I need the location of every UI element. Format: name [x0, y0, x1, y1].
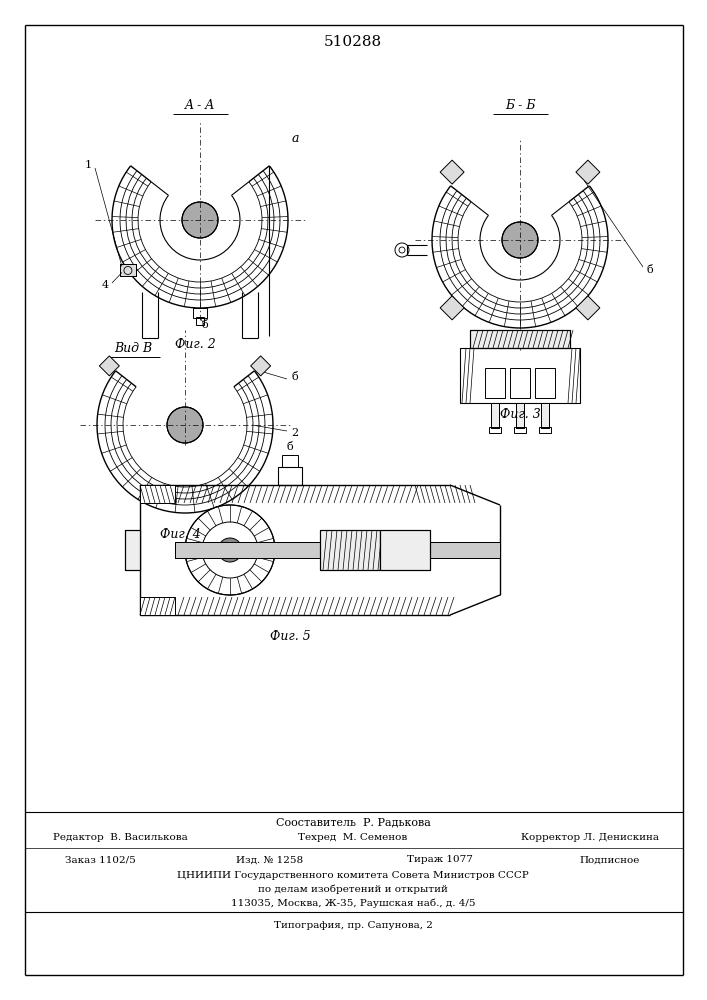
Text: Вид B: Вид B	[114, 342, 152, 355]
Bar	[491, 403, 499, 428]
Text: Фиг. 2: Фиг. 2	[175, 338, 216, 352]
Bar	[125, 530, 140, 570]
Bar	[535, 368, 555, 398]
Bar	[415, 485, 480, 503]
Text: Фиг. 4: Фиг. 4	[160, 528, 200, 542]
Text: ЦНИИПИ Государственного комитета Совета Министров СССР: ЦНИИПИ Государственного комитета Совета …	[177, 870, 529, 880]
Bar	[196, 317, 204, 325]
Circle shape	[185, 505, 275, 595]
Circle shape	[218, 538, 242, 562]
Text: Сооставитель  Р. Радькова: Сооставитель Р. Радькова	[276, 817, 431, 827]
Circle shape	[502, 222, 538, 258]
Text: Изд. № 1258: Изд. № 1258	[236, 856, 303, 864]
Bar	[380, 530, 430, 570]
Bar	[140, 597, 175, 615]
Bar	[380, 530, 430, 570]
Text: Корректор Л. Денискина: Корректор Л. Денискина	[521, 834, 659, 842]
Text: б: б	[286, 442, 293, 452]
Text: Техред  М. Семенов: Техред М. Семенов	[298, 834, 408, 842]
Text: 1: 1	[84, 160, 92, 170]
Bar	[320, 530, 380, 570]
Text: Б - Б: Б - Б	[505, 99, 535, 112]
Text: A - A: A - A	[185, 99, 215, 112]
Bar	[541, 403, 549, 428]
Text: Подписное: Подписное	[580, 856, 640, 864]
Bar	[489, 427, 501, 433]
Circle shape	[167, 407, 203, 443]
Text: Фиг. 5: Фиг. 5	[269, 631, 310, 644]
Bar	[516, 403, 524, 428]
Bar	[470, 330, 570, 348]
Text: Типография, пр. Сапунова, 2: Типография, пр. Сапунова, 2	[274, 920, 433, 930]
Bar	[193, 308, 207, 318]
Text: 113035, Москва, Ж-35, Раушская наб., д. 4/5: 113035, Москва, Ж-35, Раушская наб., д. …	[230, 898, 475, 908]
Polygon shape	[576, 160, 600, 184]
Bar	[120, 264, 136, 276]
Bar	[491, 403, 499, 428]
Text: Редактор  В. Василькова: Редактор В. Василькова	[52, 834, 187, 842]
Bar	[282, 455, 298, 467]
Bar	[514, 427, 526, 433]
Text: б: б	[647, 265, 653, 275]
Text: 4: 4	[101, 280, 109, 290]
Bar	[539, 427, 551, 433]
Circle shape	[182, 202, 218, 238]
Bar	[278, 467, 302, 485]
Polygon shape	[100, 356, 119, 376]
Polygon shape	[440, 296, 464, 320]
Text: Заказ 1102/5: Заказ 1102/5	[64, 856, 135, 864]
Bar	[470, 330, 570, 348]
Polygon shape	[576, 296, 600, 320]
Text: 510288: 510288	[324, 35, 382, 49]
Polygon shape	[251, 356, 271, 376]
Text: по делам изобретений и открытий: по делам изобретений и открытий	[258, 884, 448, 894]
Bar	[140, 485, 175, 503]
Bar	[460, 348, 580, 403]
Polygon shape	[440, 160, 464, 184]
Text: б: б	[291, 372, 298, 382]
Bar	[125, 530, 140, 570]
Bar	[485, 368, 505, 398]
Bar	[175, 542, 500, 558]
Text: 2: 2	[291, 428, 298, 438]
Bar	[516, 403, 524, 428]
Bar	[175, 542, 500, 558]
Text: a: a	[291, 131, 299, 144]
Text: Фиг. 3: Фиг. 3	[500, 408, 540, 422]
Bar	[541, 403, 549, 428]
Bar	[320, 530, 380, 570]
Bar	[510, 368, 530, 398]
Text: Тираж 1077: Тираж 1077	[407, 856, 473, 864]
Bar	[120, 264, 136, 276]
Text: б: б	[201, 320, 209, 330]
